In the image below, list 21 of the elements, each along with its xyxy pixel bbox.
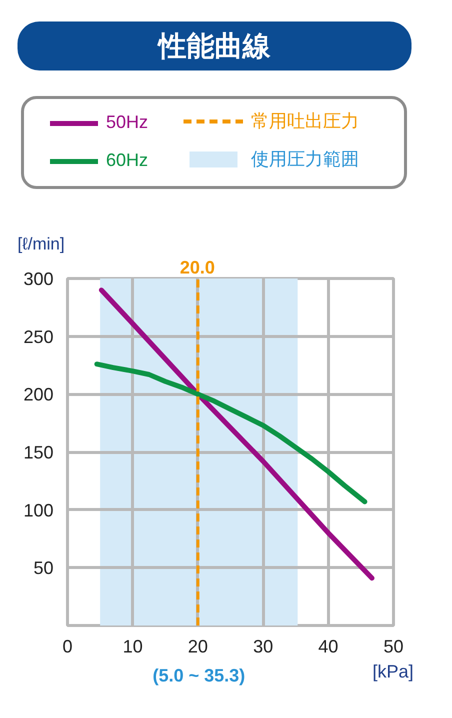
annotation: (5.0 ~ 35.3) [152, 666, 246, 686]
annotation: 20.0 [180, 258, 215, 278]
x-tick-label: 0 [62, 636, 73, 656]
y-tick-label: 150 [23, 442, 54, 462]
x-axis-title: [kPa] [372, 662, 414, 682]
chart-title: 性能曲線 [156, 30, 272, 62]
x-tick-label: 40 [318, 636, 338, 656]
x-tick-label: 50 [383, 636, 404, 656]
x-tick-label: 20 [188, 636, 208, 656]
x-tick-label: 30 [253, 636, 274, 656]
y-tick-label: 50 [33, 558, 54, 578]
y-tick-label: 100 [23, 500, 54, 520]
legend-label: 50Hz [106, 112, 148, 133]
y-axis-title: [ℓ/min] [18, 234, 65, 254]
y-tick-label: 250 [23, 326, 54, 347]
legend-label: 常用吐出圧力 [251, 110, 359, 133]
y-tick-label: 200 [23, 384, 54, 405]
legend-label: 60Hz [106, 150, 148, 171]
x-tick-label: 10 [122, 636, 143, 656]
y-tick-label: 300 [23, 269, 54, 289]
legend-label: 使用圧力範囲 [251, 148, 359, 171]
